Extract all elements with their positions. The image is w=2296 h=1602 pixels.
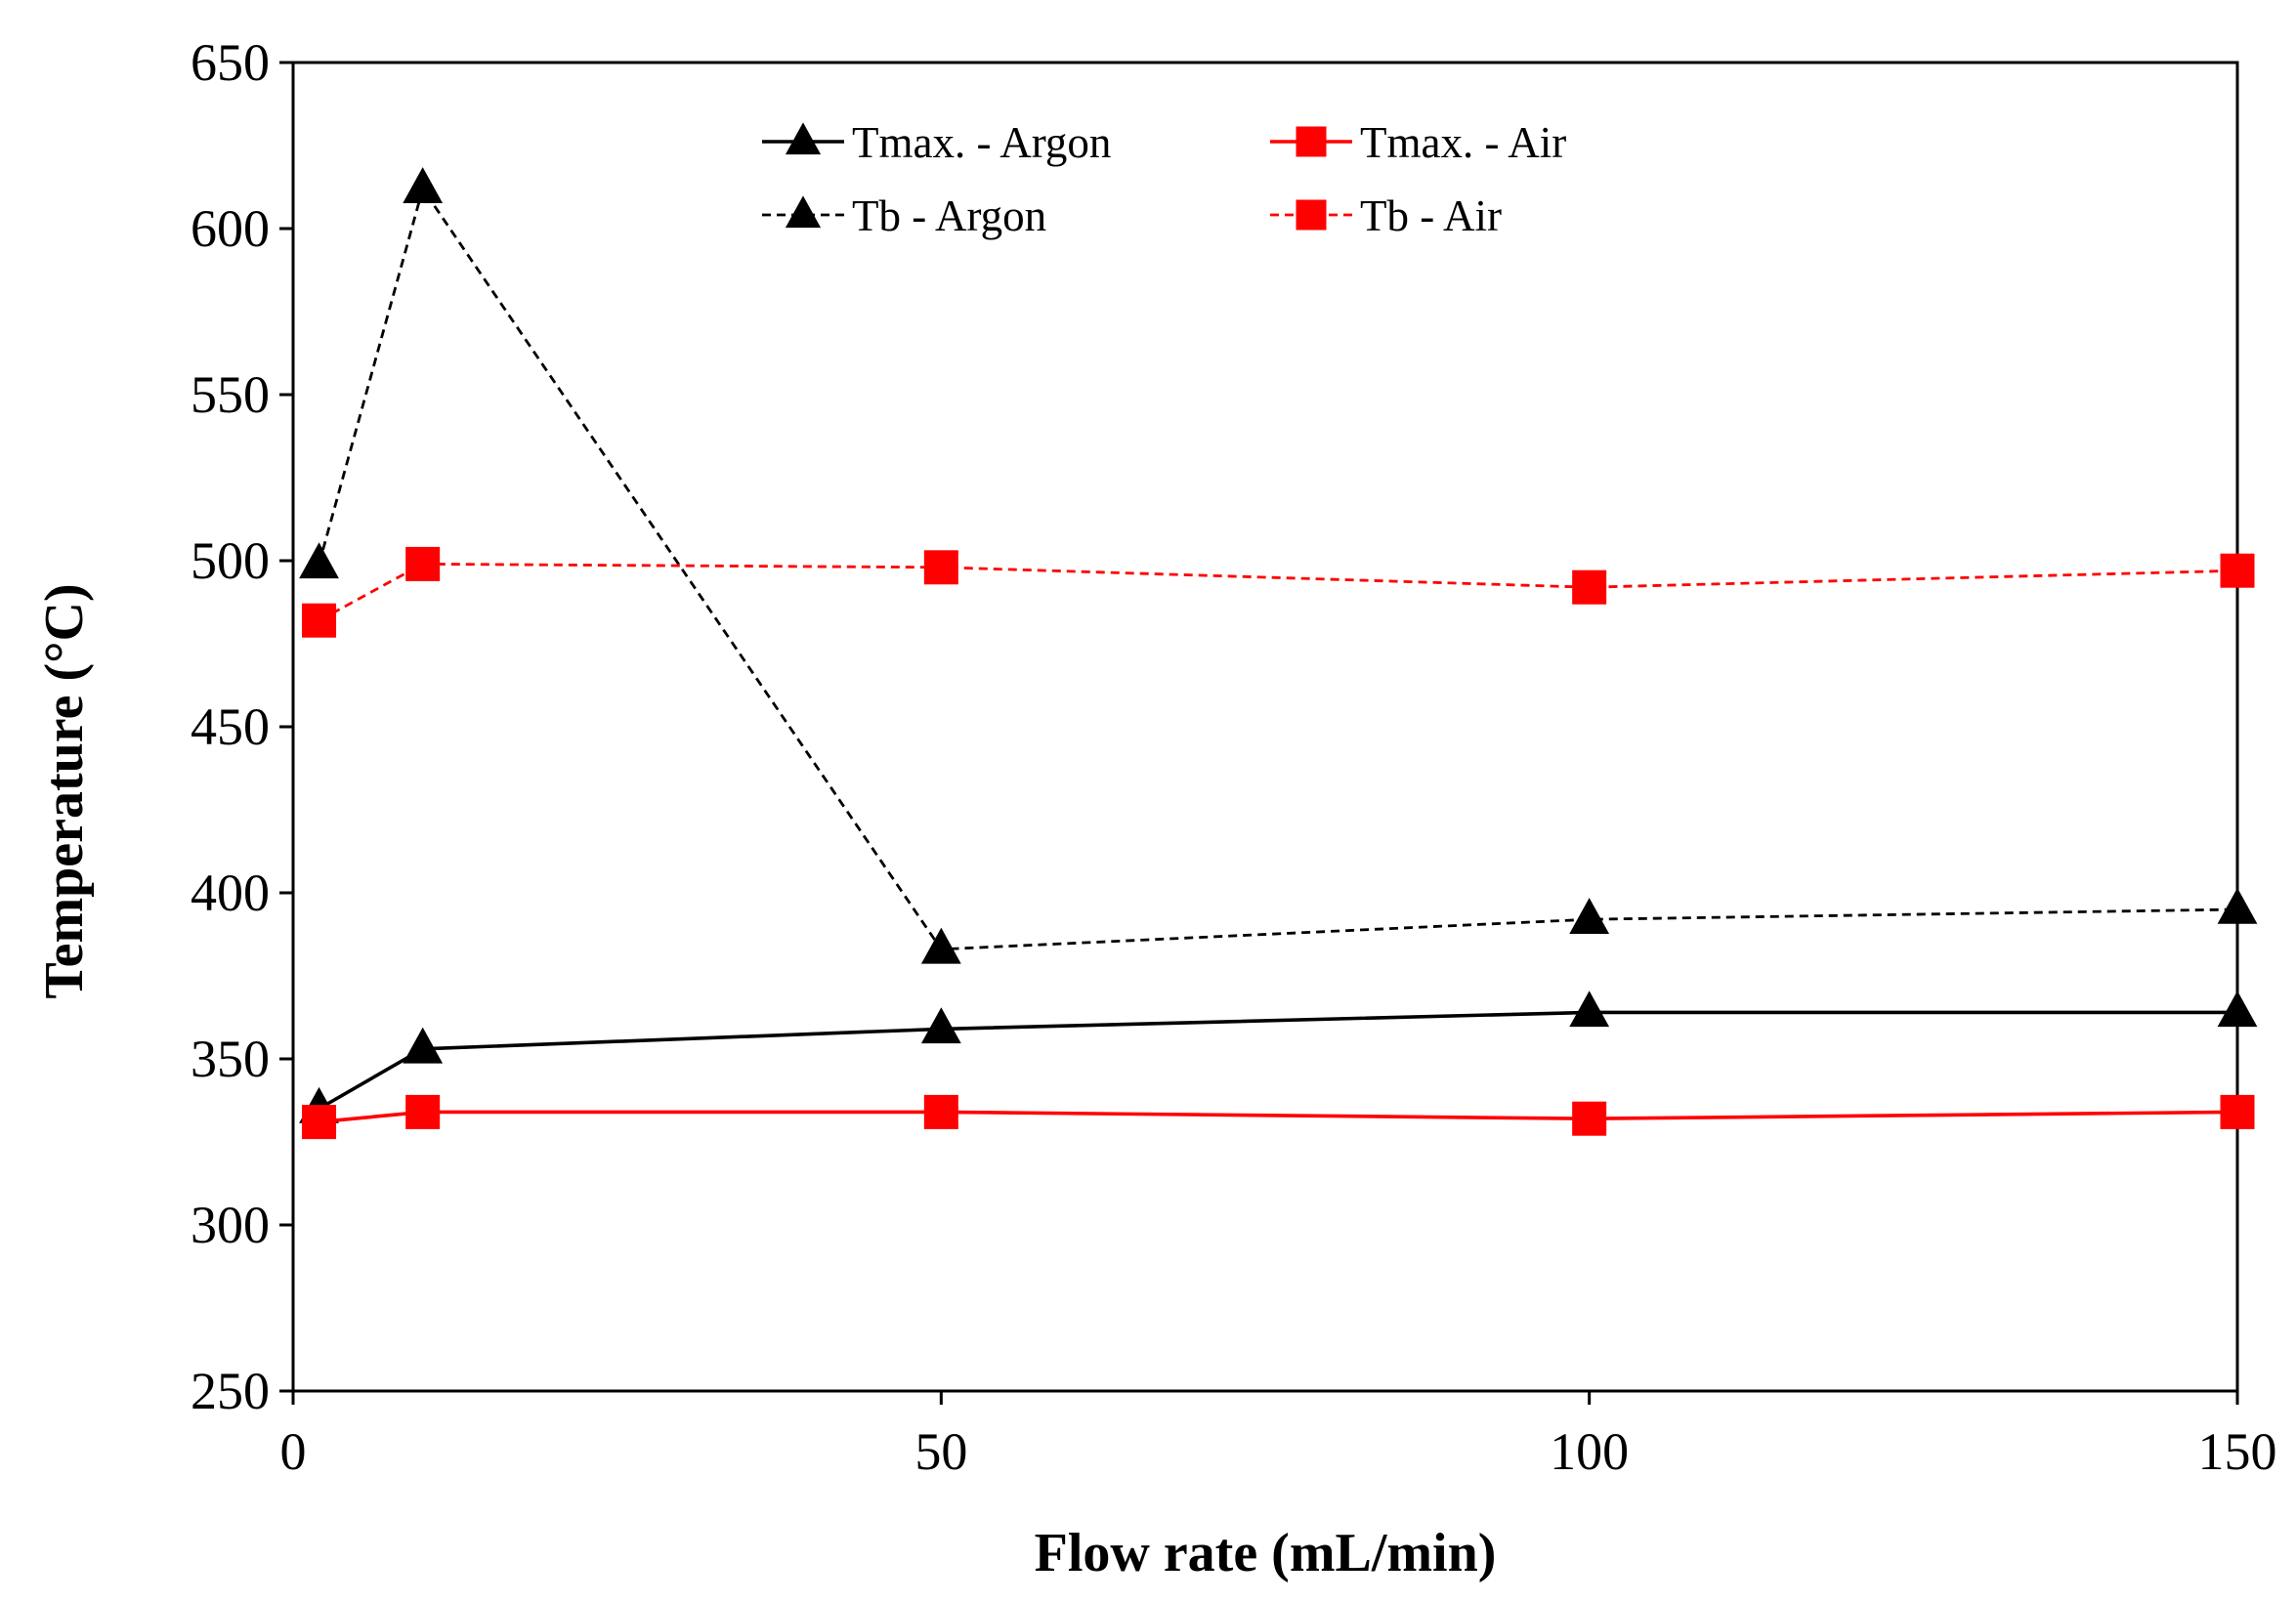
y-tick-label: 600 xyxy=(191,199,270,258)
series-tmax-air xyxy=(302,1094,2255,1140)
series-layer xyxy=(299,167,2258,1140)
tmax-air-point xyxy=(405,1094,441,1129)
y-tick-label: 250 xyxy=(191,1362,270,1420)
legend-marker xyxy=(785,195,822,229)
x-tick-label: 0 xyxy=(280,1422,307,1481)
tmax-argon-point xyxy=(1569,991,1610,1028)
tb-air-point xyxy=(923,550,958,585)
x-tick-label: 50 xyxy=(914,1422,967,1481)
axes: 250 300 350 400 450 500 550 600 650 0 50 100 150 xyxy=(191,33,2277,1481)
tb-argon-point xyxy=(2217,887,2258,924)
x-tick-label: 100 xyxy=(1550,1422,1629,1481)
y-axis-title: Temperature (°C) xyxy=(34,583,95,998)
x-axis-title: Flow rate (mL/min) xyxy=(1035,1523,1497,1583)
legend-item-tb-argon: Tb - Argon xyxy=(762,191,1046,240)
y-tick-label: 350 xyxy=(191,1030,270,1088)
legend-item-tmax-air: Tmax. - Air xyxy=(1270,118,1566,167)
tmax-air-point xyxy=(2220,1094,2255,1129)
series-tb-air xyxy=(302,546,2255,638)
tb-air-point xyxy=(302,603,337,638)
tb-air-point xyxy=(405,546,441,581)
series-tmax-argon xyxy=(299,991,2258,1123)
legend-label: Tb - Argon xyxy=(852,191,1046,240)
legend-marker xyxy=(1296,126,1327,157)
legend-marker xyxy=(1296,199,1327,231)
legend-marker xyxy=(785,122,822,155)
x-tick-label: 150 xyxy=(2198,1422,2277,1481)
tmax-argon-point xyxy=(920,1007,961,1044)
tmax-argon-point xyxy=(403,1027,444,1064)
tb-air-point xyxy=(1572,569,1607,605)
legend-label: Tmax. - Argon xyxy=(852,118,1111,167)
y-tick-label: 550 xyxy=(191,365,270,424)
y-tick-label: 650 xyxy=(191,33,270,92)
y-tick-label: 400 xyxy=(191,864,270,922)
series-tb-argon xyxy=(299,167,2258,964)
legend-item-tmax-argon: Tmax. - Argon xyxy=(762,118,1111,167)
tb-air-point xyxy=(2220,553,2255,588)
tmax-argon-point xyxy=(2217,991,2258,1028)
legend: Tmax. - Argon Tmax. - Air Tb - Argon Tb - A… xyxy=(762,118,1566,240)
tmax-air-point xyxy=(1572,1101,1607,1136)
tb-argon-point xyxy=(403,167,444,203)
legend-label: Tb - Air xyxy=(1360,191,1502,240)
tb-argon-point xyxy=(920,927,961,964)
y-tick-label: 300 xyxy=(191,1196,270,1254)
tb-argon-point xyxy=(299,542,339,579)
y-tick-label: 450 xyxy=(191,697,270,756)
tb-argon-point xyxy=(1569,898,1610,934)
legend-item-tb-air: Tb - Air xyxy=(1270,191,1502,240)
tmax-air-point xyxy=(923,1094,958,1129)
y-tick-label: 500 xyxy=(191,531,270,590)
tmax-air-point xyxy=(302,1105,337,1140)
legend-label: Tmax. - Air xyxy=(1360,118,1566,167)
